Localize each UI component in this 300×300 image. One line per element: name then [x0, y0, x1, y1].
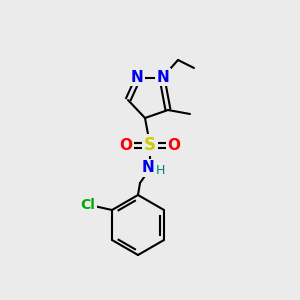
- Text: N: N: [142, 160, 154, 175]
- Text: O: O: [119, 137, 133, 152]
- Text: H: H: [155, 164, 165, 176]
- Text: N: N: [130, 70, 143, 85]
- Text: S: S: [144, 136, 156, 154]
- Text: N: N: [157, 70, 169, 85]
- Text: Cl: Cl: [81, 198, 95, 212]
- Text: O: O: [167, 137, 181, 152]
